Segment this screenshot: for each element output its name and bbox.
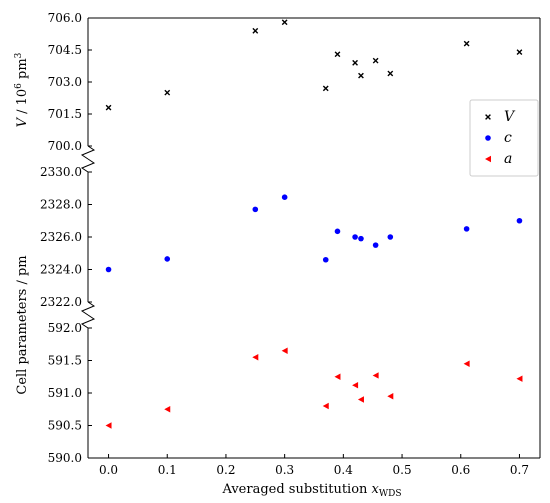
data-point-a: [463, 360, 470, 367]
data-point-v: [352, 59, 358, 66]
data-point-a: [516, 375, 523, 382]
data-point-a: [322, 402, 329, 410]
tick-marks: 700.0 701.5 703.0 704.5 706.0 2322.0 2324.0 232…: [40, 11, 529, 477]
x-tick-label: 0.5: [393, 463, 412, 477]
data-points: [105, 19, 523, 429]
axis-break-mark: [80, 145, 96, 160]
cell-parameters-axis-label: Cell parameters / pm: [15, 255, 30, 394]
data-point-v: [105, 104, 112, 111]
data-point-a: [164, 406, 171, 413]
data-point-a: [352, 382, 359, 389]
y-tick-label: 590.5: [48, 419, 82, 433]
y-tick-label: 2328.0: [40, 198, 82, 212]
y-tick-label: 703.0: [48, 75, 82, 89]
data-point-c: [105, 266, 112, 273]
legend-label-v: V: [504, 109, 516, 125]
x-tick-label: 0.6: [451, 463, 470, 477]
y-tick-label: 2330.0: [40, 165, 82, 179]
data-point-v: [372, 57, 379, 64]
data-point-c: [352, 234, 358, 240]
legend: V c a: [469, 99, 539, 177]
data-point-c: [164, 256, 171, 262]
y-tick-label: 591.5: [48, 354, 82, 368]
data-point-c: [322, 256, 329, 263]
x-tick-label: 0.0: [99, 463, 118, 477]
data-point-a: [105, 422, 112, 429]
y-tick-label: 2322.0: [40, 295, 82, 309]
data-point-a: [252, 354, 259, 361]
legend-markers: [485, 114, 491, 163]
x-tick-label: 0.3: [275, 463, 294, 477]
data-point-v: [387, 70, 394, 77]
y-tick-label: 704.5: [48, 43, 82, 57]
x-tick-label: 0.7: [510, 463, 529, 477]
data-point-a: [387, 393, 394, 400]
data-point-v: [463, 40, 470, 47]
v-axis-label: V / 106 pm3: [14, 52, 30, 127]
data-point-a: [334, 373, 341, 380]
legend-label-c: c: [504, 130, 512, 146]
data-point-a: [357, 396, 364, 403]
data-point-v: [334, 51, 341, 58]
y-tick-label: 2326.0: [40, 230, 82, 244]
legend-marker-v: [485, 114, 491, 120]
data-point-v: [281, 19, 288, 26]
data-point-c: [334, 228, 341, 235]
data-point-c: [463, 226, 470, 232]
y-tick-label: 701.5: [48, 107, 82, 121]
legend-marker-c: [485, 135, 491, 141]
data-point-c: [252, 206, 259, 213]
data-point-c: [387, 234, 394, 240]
data-point-c: [281, 194, 288, 200]
data-point-v: [164, 89, 171, 96]
x-tick-label: 0.2: [216, 463, 235, 477]
legend-marker-a: [485, 155, 491, 163]
y-tick-label: 700.0: [48, 139, 82, 153]
data-point-c: [372, 242, 379, 248]
data-point-a: [372, 372, 379, 379]
y-tick-label: 706.0: [48, 11, 82, 25]
y-tick-label: 592.0: [48, 321, 82, 335]
plot-frame: [80, 17, 541, 459]
data-point-v: [516, 49, 523, 56]
data-point-c: [516, 217, 523, 224]
x-tick-label: 0.1: [158, 463, 177, 477]
y-tick-label: 590.0: [48, 451, 82, 465]
x-tick-label: 0.4: [334, 463, 353, 477]
axis-break-mark: [80, 301, 96, 316]
legend-box: [469, 99, 539, 177]
legend-label-a: a: [504, 151, 512, 167]
data-point-v: [358, 72, 364, 79]
axis-break-mark: [80, 158, 96, 173]
y-tick-label: 591.0: [48, 386, 82, 400]
axis-break-mark: [80, 314, 96, 329]
data-point-v: [322, 85, 329, 92]
y-tick-label: 2324.0: [40, 263, 82, 277]
data-point-v: [252, 27, 259, 34]
data-point-c: [358, 235, 364, 242]
x-axis-label: Averaged substitution xWDS: [221, 482, 401, 499]
data-point-a: [281, 347, 288, 354]
